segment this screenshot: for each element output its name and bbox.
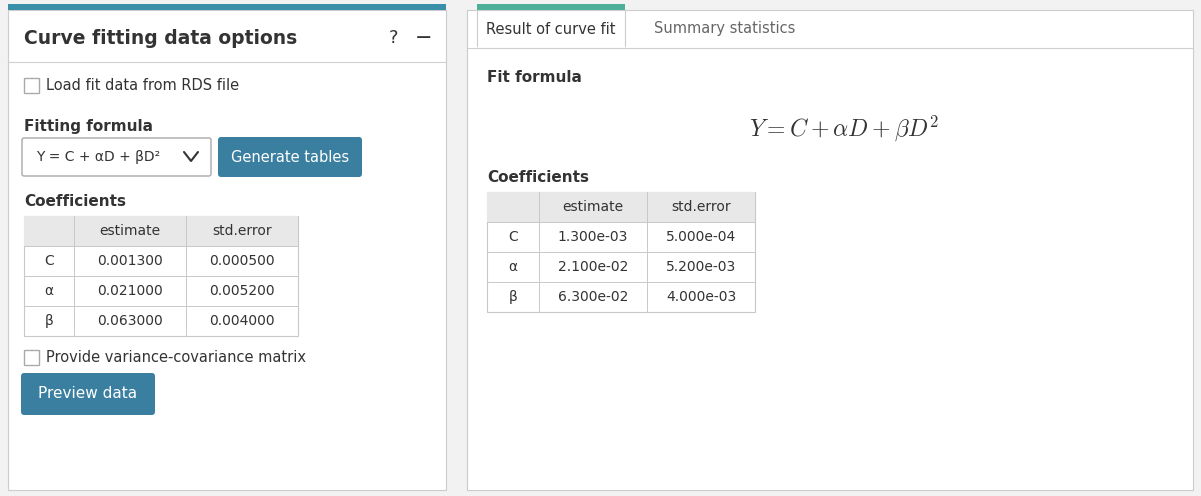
Text: Y = C + αD + βD²: Y = C + αD + βD² bbox=[36, 150, 160, 164]
Text: Preview data: Preview data bbox=[38, 386, 138, 401]
Text: std.error: std.error bbox=[671, 200, 731, 214]
Text: 4.000e-03: 4.000e-03 bbox=[665, 290, 736, 304]
Text: Coefficients: Coefficients bbox=[486, 171, 588, 186]
Text: 5.000e-04: 5.000e-04 bbox=[665, 230, 736, 244]
Text: α: α bbox=[44, 284, 54, 298]
Text: Summary statistics: Summary statistics bbox=[655, 21, 796, 37]
Text: 2.100e-02: 2.100e-02 bbox=[557, 260, 628, 274]
Text: Load fit data from RDS file: Load fit data from RDS file bbox=[46, 78, 239, 94]
Text: 0.000500: 0.000500 bbox=[209, 254, 275, 268]
FancyBboxPatch shape bbox=[24, 216, 298, 246]
Text: 0.001300: 0.001300 bbox=[97, 254, 163, 268]
FancyBboxPatch shape bbox=[467, 10, 1193, 490]
Text: estimate: estimate bbox=[562, 200, 623, 214]
FancyBboxPatch shape bbox=[8, 4, 446, 10]
FancyBboxPatch shape bbox=[20, 373, 155, 415]
Text: Generate tables: Generate tables bbox=[231, 149, 349, 165]
Text: −: − bbox=[416, 28, 432, 48]
Text: Fitting formula: Fitting formula bbox=[24, 119, 153, 133]
FancyBboxPatch shape bbox=[219, 137, 362, 177]
Text: ?: ? bbox=[389, 29, 399, 47]
FancyBboxPatch shape bbox=[486, 192, 755, 312]
Text: β: β bbox=[509, 290, 518, 304]
Text: Fit formula: Fit formula bbox=[486, 70, 581, 85]
Text: $Y = C + \alpha D + \beta D^2$: $Y = C + \alpha D + \beta D^2$ bbox=[749, 113, 939, 143]
Text: C: C bbox=[508, 230, 518, 244]
FancyBboxPatch shape bbox=[477, 10, 625, 48]
Text: Result of curve fit: Result of curve fit bbox=[486, 21, 616, 37]
FancyBboxPatch shape bbox=[22, 138, 211, 176]
Text: 0.021000: 0.021000 bbox=[97, 284, 163, 298]
Text: β: β bbox=[44, 314, 53, 328]
Text: 1.300e-03: 1.300e-03 bbox=[557, 230, 628, 244]
Text: 0.004000: 0.004000 bbox=[209, 314, 275, 328]
FancyBboxPatch shape bbox=[24, 350, 38, 365]
Text: 6.300e-02: 6.300e-02 bbox=[557, 290, 628, 304]
FancyBboxPatch shape bbox=[24, 216, 298, 336]
Text: 5.200e-03: 5.200e-03 bbox=[665, 260, 736, 274]
FancyBboxPatch shape bbox=[486, 192, 755, 222]
Text: C: C bbox=[44, 254, 54, 268]
Text: Provide variance-covariance matrix: Provide variance-covariance matrix bbox=[46, 351, 306, 366]
Text: Curve fitting data options: Curve fitting data options bbox=[24, 28, 298, 48]
Text: std.error: std.error bbox=[213, 224, 271, 238]
Text: α: α bbox=[508, 260, 518, 274]
FancyBboxPatch shape bbox=[24, 78, 38, 93]
Text: 0.063000: 0.063000 bbox=[97, 314, 163, 328]
Text: estimate: estimate bbox=[100, 224, 161, 238]
Text: Coefficients: Coefficients bbox=[24, 194, 126, 209]
FancyBboxPatch shape bbox=[8, 10, 446, 490]
Text: 0.005200: 0.005200 bbox=[209, 284, 275, 298]
FancyBboxPatch shape bbox=[477, 4, 625, 10]
